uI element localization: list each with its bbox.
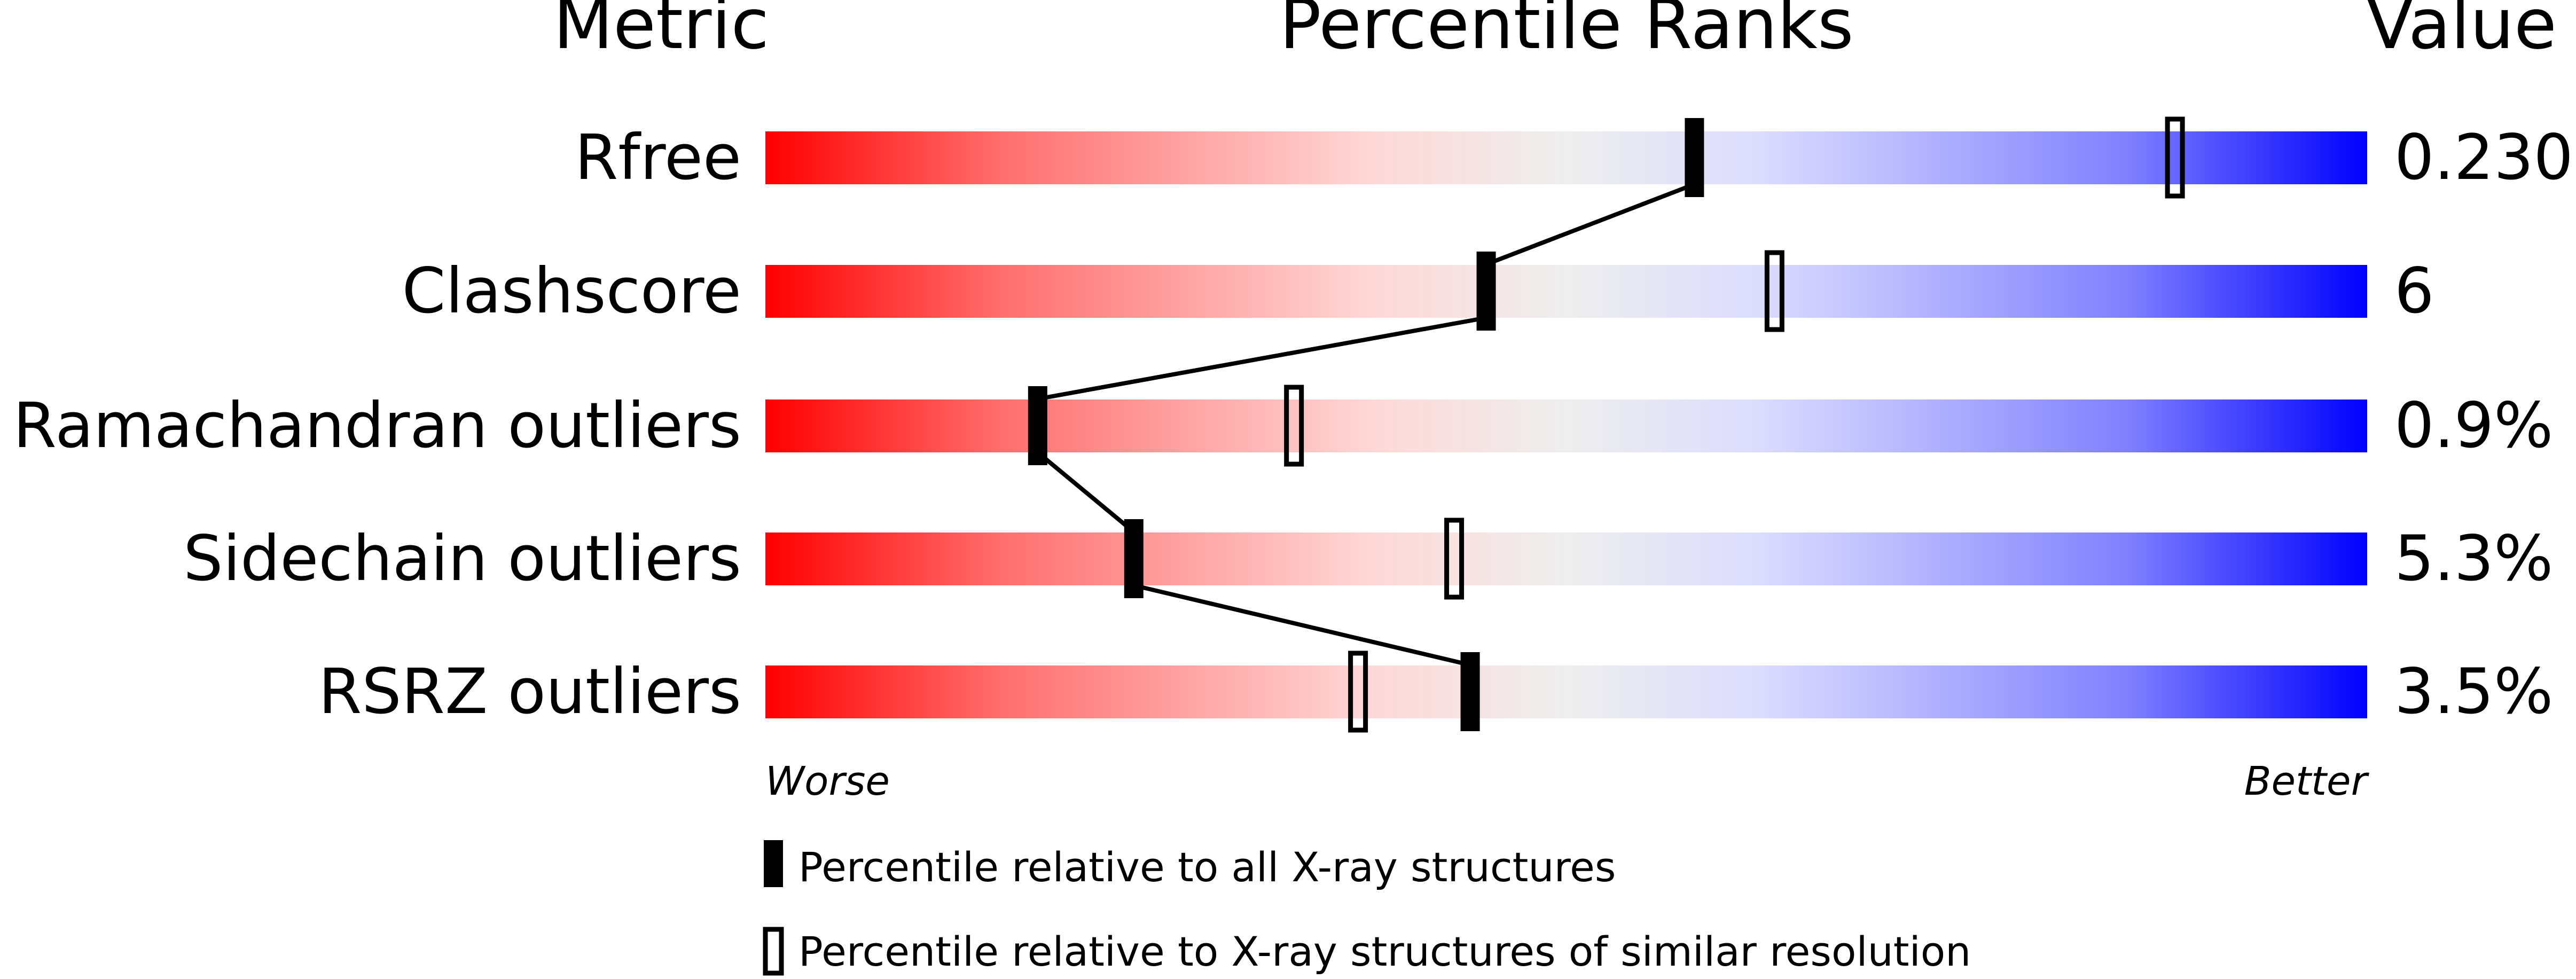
metric-value: 5.3% bbox=[2394, 522, 2553, 595]
all-structures-marker bbox=[1124, 519, 1144, 598]
connector-line bbox=[1036, 450, 1136, 534]
header-metric: Metric bbox=[553, 0, 769, 65]
metric-value: 0.9% bbox=[2394, 389, 2553, 462]
similar-resolution-marker bbox=[1764, 250, 1784, 332]
legend-similar-label: Percentile relative to X-ray structures … bbox=[798, 928, 1971, 975]
legend-filled-marker bbox=[764, 840, 783, 887]
percentile-bar bbox=[765, 665, 2367, 718]
similar-resolution-marker bbox=[1348, 651, 1368, 733]
percentile-bar bbox=[765, 265, 2367, 318]
legend-all-label: Percentile relative to all X-ray structu… bbox=[798, 843, 1616, 891]
metric-label: Sidechain outliers bbox=[183, 522, 741, 595]
all-structures-marker bbox=[1460, 652, 1480, 731]
metric-label: Clashscore bbox=[402, 254, 741, 327]
header-percentile: Percentile Ranks bbox=[1279, 0, 1853, 65]
percentile-bar bbox=[765, 400, 2367, 452]
connector-line bbox=[1037, 316, 1487, 401]
similar-resolution-marker bbox=[2165, 116, 2185, 199]
better-label: Better bbox=[2244, 758, 2370, 804]
metric-label: Ramachandran outliers bbox=[13, 389, 742, 462]
similar-resolution-marker bbox=[1284, 385, 1304, 467]
all-structures-marker bbox=[1476, 252, 1496, 331]
connector-line bbox=[1133, 583, 1471, 667]
metric-label: Rfree bbox=[575, 121, 741, 194]
connector-line bbox=[1485, 182, 1695, 267]
header-value: Value bbox=[2366, 0, 2557, 65]
metric-value: 0.230 bbox=[2394, 121, 2573, 194]
metric-value: 6 bbox=[2394, 254, 2434, 327]
metric-label: RSRZ outliers bbox=[318, 655, 741, 728]
worse-label: Worse bbox=[765, 758, 890, 804]
all-structures-marker bbox=[1685, 118, 1704, 197]
metric-value: 3.5% bbox=[2394, 655, 2553, 728]
percentile-bar bbox=[765, 131, 2367, 184]
all-structures-marker bbox=[1028, 386, 1047, 465]
legend-open-marker bbox=[763, 927, 784, 976]
similar-resolution-marker bbox=[1444, 518, 1465, 600]
percentile-bar bbox=[765, 532, 2367, 585]
